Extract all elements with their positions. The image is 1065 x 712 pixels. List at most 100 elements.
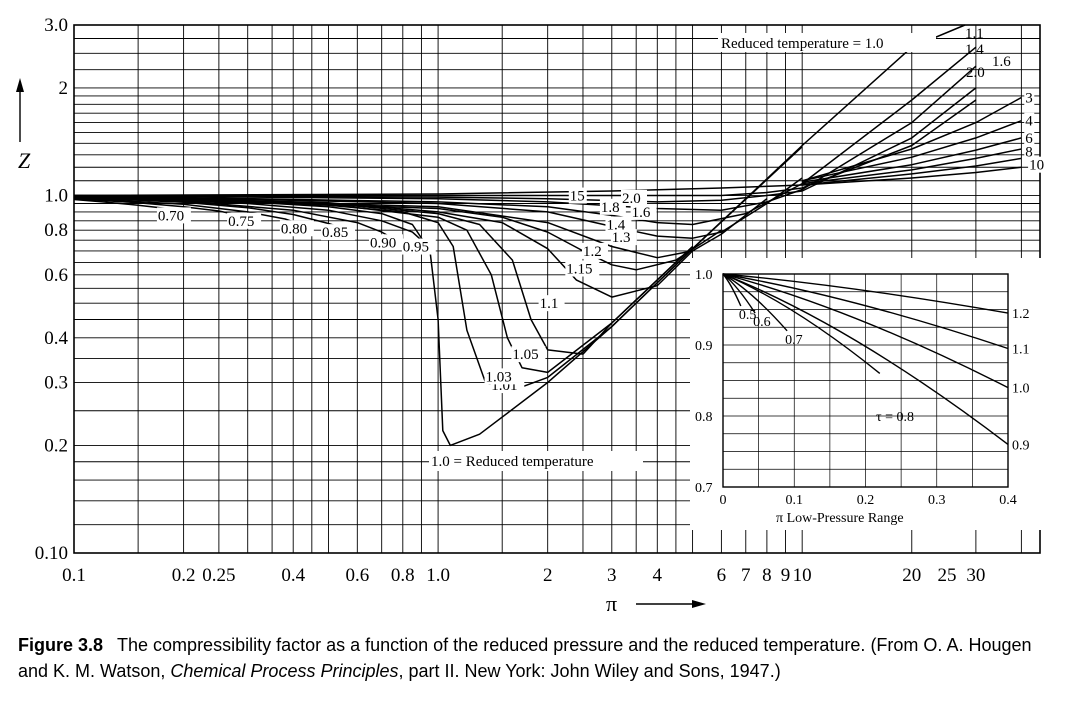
y-tick-label: 0.10 [35, 543, 68, 564]
caption-text-2: , part II. New York: John Wiley and Sons… [398, 661, 781, 681]
curve-label-3: 3 [1025, 91, 1033, 107]
curves [73, 24, 1022, 447]
inset-curve-label-0-5: 0.5 [739, 308, 757, 323]
x-tick-label: 0.8 [391, 565, 415, 586]
curve-label-bg [279, 220, 314, 237]
y-tick-label: 0.3 [44, 372, 68, 393]
curve-label-1-15: 1.15 [566, 262, 592, 278]
x-tick-label: 3 [607, 565, 617, 586]
curve-tr-1-2 [73, 195, 768, 259]
curve-label-1-3: 1.3 [612, 230, 631, 246]
curve-tr-2-0 [74, 99, 977, 197]
curve-label-bg [568, 187, 587, 204]
y-tick-label: 0.2 [44, 435, 68, 456]
inset-curve-1-2 [722, 273, 1009, 314]
inset-frame [722, 273, 1009, 488]
curve-tr-10 [802, 157, 1022, 186]
inset-y-tick-label: 0.7 [695, 481, 713, 496]
curve-tr-1-4 [73, 46, 977, 226]
y-tick-label: 3.0 [44, 15, 68, 36]
inset-curve-0-7 [722, 273, 788, 332]
annotation-reduced-temperature-bottom: 1.0 = Reduced temperature [431, 454, 594, 470]
curve-tr-0-95 [73, 196, 422, 241]
curve-labels: 0.70 0.75 0.80 0.850.90 0.951.011.031.051.11… [156, 89, 1047, 394]
y-axis-label: Z [18, 148, 31, 173]
curve-label-bg [605, 216, 632, 233]
curve-tr-1-05 [73, 195, 694, 355]
curve-label-bg [511, 346, 546, 363]
y-tick-labels: 3.0 2 1.0 0.8 0.6 0.4 0.3 0.2 0.10 [35, 15, 69, 564]
inset-curve-label-0-6: 0.6 [753, 315, 771, 330]
annotation-bg-top [718, 33, 936, 52]
curve-label-0-70: 0.70 [158, 208, 184, 224]
annotation-label-1-6: 1.6 [992, 54, 1011, 70]
x-tick-label: 0.4 [281, 565, 305, 586]
curve-label-bg [581, 242, 608, 259]
curve-label-1-6: 1.6 [632, 205, 651, 221]
inset-curve-0-9 [722, 273, 1009, 445]
curve-label-0-85: 0.85 [322, 225, 348, 241]
inset-x-tick-label: 0.1 [786, 493, 804, 508]
curve-label-1-8: 1.8 [601, 200, 620, 216]
x-tick-label: 1.0 [426, 565, 450, 586]
caption-figure-number: Figure 3.8 [18, 635, 104, 655]
curve-label-2-0: 2.0 [622, 191, 641, 207]
figure-caption: Figure 3.8 The compressibility factor as … [18, 632, 1048, 684]
x-tick-label: 10 [793, 565, 812, 586]
curve-label-1-2: 1.2 [583, 244, 602, 260]
x-tick-label: 8 [762, 565, 772, 586]
inset-curve-1-0 [722, 273, 1009, 389]
annotation-label-1-4: 1.4 [965, 42, 984, 58]
y-axis-arrow-head [16, 78, 24, 92]
x-tick-label: 4 [653, 565, 663, 586]
curve-label-1-4: 1.4 [606, 217, 625, 233]
curve-label-0-90: 0.90 [370, 235, 396, 251]
annotation-reduced-temperature-top: Reduced temperature = 1.0 [721, 36, 884, 52]
x-tick-label: 20 [902, 565, 921, 586]
curve-tr-15 [73, 166, 1022, 197]
curve-label-bg [621, 189, 648, 206]
annotation-bg-bottom [429, 451, 643, 471]
curve-tr-1-8 [73, 87, 977, 203]
inset-y-tick-label: 0.8 [695, 410, 713, 425]
annotation-label-1-1: 1.1 [965, 26, 984, 42]
x-tick-label: 0.6 [345, 565, 369, 586]
x-axis-arrow-head [692, 600, 706, 608]
curve-tr-1-3 [73, 177, 803, 239]
curve-label-bg [368, 234, 403, 251]
curve-label-bg [156, 207, 191, 224]
caption-text-1: The compressibility factor as a function… [18, 635, 1032, 681]
inset-curve-label-0-7: 0.7 [785, 333, 803, 348]
curve-label-1-05: 1.05 [512, 347, 538, 363]
curve-label-8: 8 [1025, 144, 1033, 160]
x-tick-label: 7 [741, 565, 751, 586]
curve-label-bg [1028, 156, 1047, 173]
curve-label-4: 4 [1025, 114, 1033, 130]
curve-label-bg [1024, 143, 1035, 160]
curve-label-15: 15 [570, 189, 585, 205]
x-tick-label: 30 [966, 565, 985, 586]
curve-label-bg [227, 212, 262, 229]
x-tick-label: 9 [781, 565, 791, 586]
inset-curve-label-0-9: 0.9 [1012, 438, 1030, 453]
inset-annotation-tau: τ = 0.8 [876, 410, 914, 425]
inset-x-axis-label: π Low-Pressure Range [776, 511, 904, 526]
x-axis-label: π [606, 591, 617, 616]
curve-tr-1-6 [73, 65, 977, 211]
inset-labels: 0 0.1 0.2 0.3 0.4 1.0 0.9 0.8 0.7 0.50.6 0.7 0.9 1.0… [695, 268, 1030, 508]
y-tick-label: 0.4 [44, 328, 68, 349]
y-tick-label: 0.8 [44, 220, 68, 241]
curve-label-0-80: 0.80 [281, 221, 307, 237]
curve-label-bg [610, 229, 637, 246]
curve-label-0-75: 0.75 [228, 214, 254, 230]
curve-tr-3 [801, 96, 1022, 182]
curve-label-bg [401, 238, 436, 255]
curve-label-bg [1024, 89, 1035, 106]
inset-curve-label-1-1: 1.1 [1012, 343, 1030, 358]
x-tick-label: 2 [543, 565, 553, 586]
annotation-label-2-0: 2.0 [966, 65, 985, 81]
inset-y-tick-label: 1.0 [695, 268, 713, 283]
x-tick-label: 0.2 [172, 565, 196, 586]
inset-background [690, 258, 1050, 530]
inset-x-tick-label: 0.4 [999, 493, 1017, 508]
